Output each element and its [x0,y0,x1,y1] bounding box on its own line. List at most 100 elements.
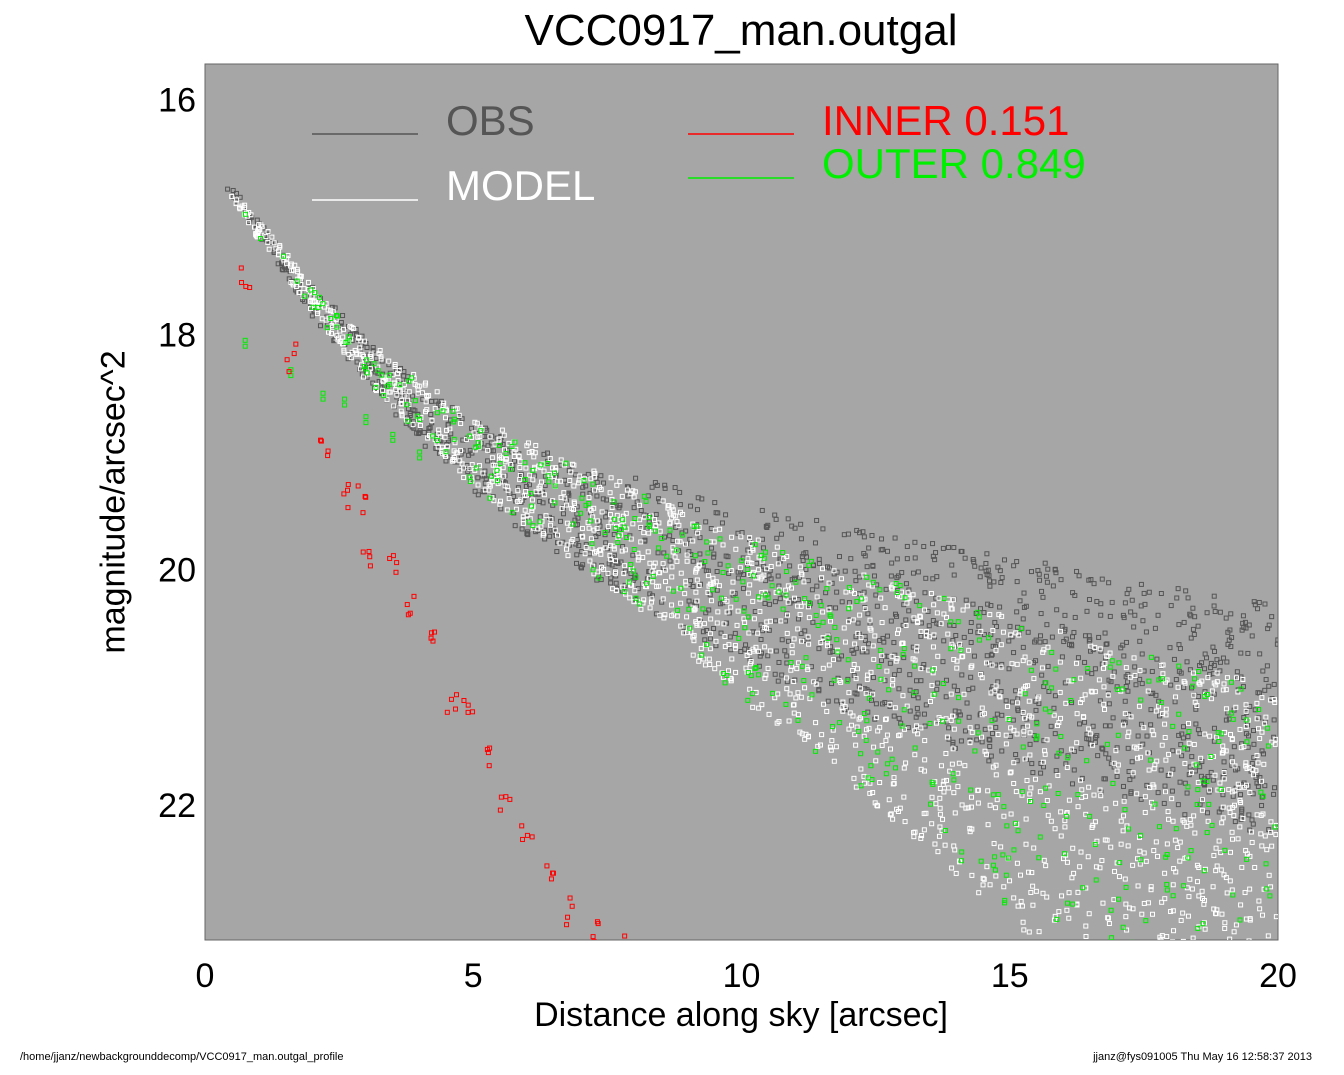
model-point [1113,748,1119,754]
inner-point [428,630,434,636]
outer-point [596,575,602,581]
obs-point [1135,733,1141,739]
model-point [571,500,577,506]
outer-point [1068,697,1074,703]
model-point [853,784,859,790]
outer-point [1011,847,1017,853]
model-point [1243,708,1249,714]
obs-point [603,509,609,515]
outer-point [955,619,961,625]
outer-point [1065,755,1071,761]
model-point [591,550,597,556]
obs-point [862,637,868,643]
model-point [533,442,539,448]
model-point [1191,741,1197,747]
obs-point [825,698,831,704]
obs-point [921,711,927,717]
model-point [842,704,848,710]
outer-point [310,304,316,310]
model-point [349,324,355,330]
model-point [850,713,856,719]
outer-point [978,858,984,864]
obs-point [1021,590,1027,596]
outer-point [930,667,936,673]
model-point [901,765,907,771]
obs-point [1262,601,1268,607]
obs-point [874,603,880,609]
model-point [1163,712,1169,718]
obs-point [762,600,768,606]
model-point [1064,859,1070,865]
model-point [1151,784,1157,790]
outer-point [631,547,637,553]
model-point [416,383,422,389]
model-point [591,527,597,533]
obs-point [338,320,344,326]
outer-point [749,691,755,697]
model-point [502,483,508,489]
model-point [1240,816,1246,822]
obs-point [973,610,979,616]
obs-point [1040,764,1046,770]
outer-point [473,444,479,450]
outer-point [893,765,899,771]
model-point [621,571,627,577]
outer-point [1218,786,1224,792]
model-point [638,606,644,612]
model-point [1195,779,1201,785]
model-point [1235,781,1241,787]
model-point [1116,874,1122,880]
obs-point [1084,731,1090,737]
obs-point [1211,725,1217,731]
obs-point [707,636,713,642]
obs-point [711,554,717,560]
obs-point [1156,698,1162,704]
obs-point [1071,767,1077,773]
model-point [1133,941,1137,945]
outer-point [958,647,964,653]
obs-point [1125,745,1131,751]
inner-point [529,834,535,840]
obs-point [735,530,741,536]
model-point [987,882,993,888]
model-point [1075,804,1081,810]
model-point [1150,911,1156,917]
model-point [1176,749,1182,755]
obs-point [655,550,661,556]
outer-point [478,428,484,434]
model-point [1136,962,1140,966]
inner-point [318,438,324,444]
outer-point [626,579,632,585]
model-point [657,612,663,618]
obs-point [1049,634,1055,640]
outer-point [1120,686,1126,692]
obs-point [903,617,909,623]
model-point [385,377,391,383]
model-point [251,224,257,230]
model-point [1113,947,1117,951]
model-point [637,517,643,523]
model-point [482,487,488,493]
obs-point [1138,796,1144,802]
inner-point [498,794,504,800]
outer-point [503,450,509,456]
model-point [1113,800,1119,806]
model-point [1018,898,1024,904]
model-point [1014,821,1020,827]
outer-point [512,439,518,445]
model-point [487,434,493,440]
model-point [985,788,991,794]
obs-point [888,573,894,579]
outer-point [451,436,457,442]
model-point [894,806,900,812]
model-point [1214,679,1220,685]
model-point [813,720,819,726]
obs-point [971,559,977,565]
model-point [309,294,315,300]
model-point [552,467,558,473]
model-point [767,648,773,654]
obs-point [921,544,927,550]
outer-point [538,462,544,468]
outer-point [552,483,558,489]
outer-point [985,635,991,641]
